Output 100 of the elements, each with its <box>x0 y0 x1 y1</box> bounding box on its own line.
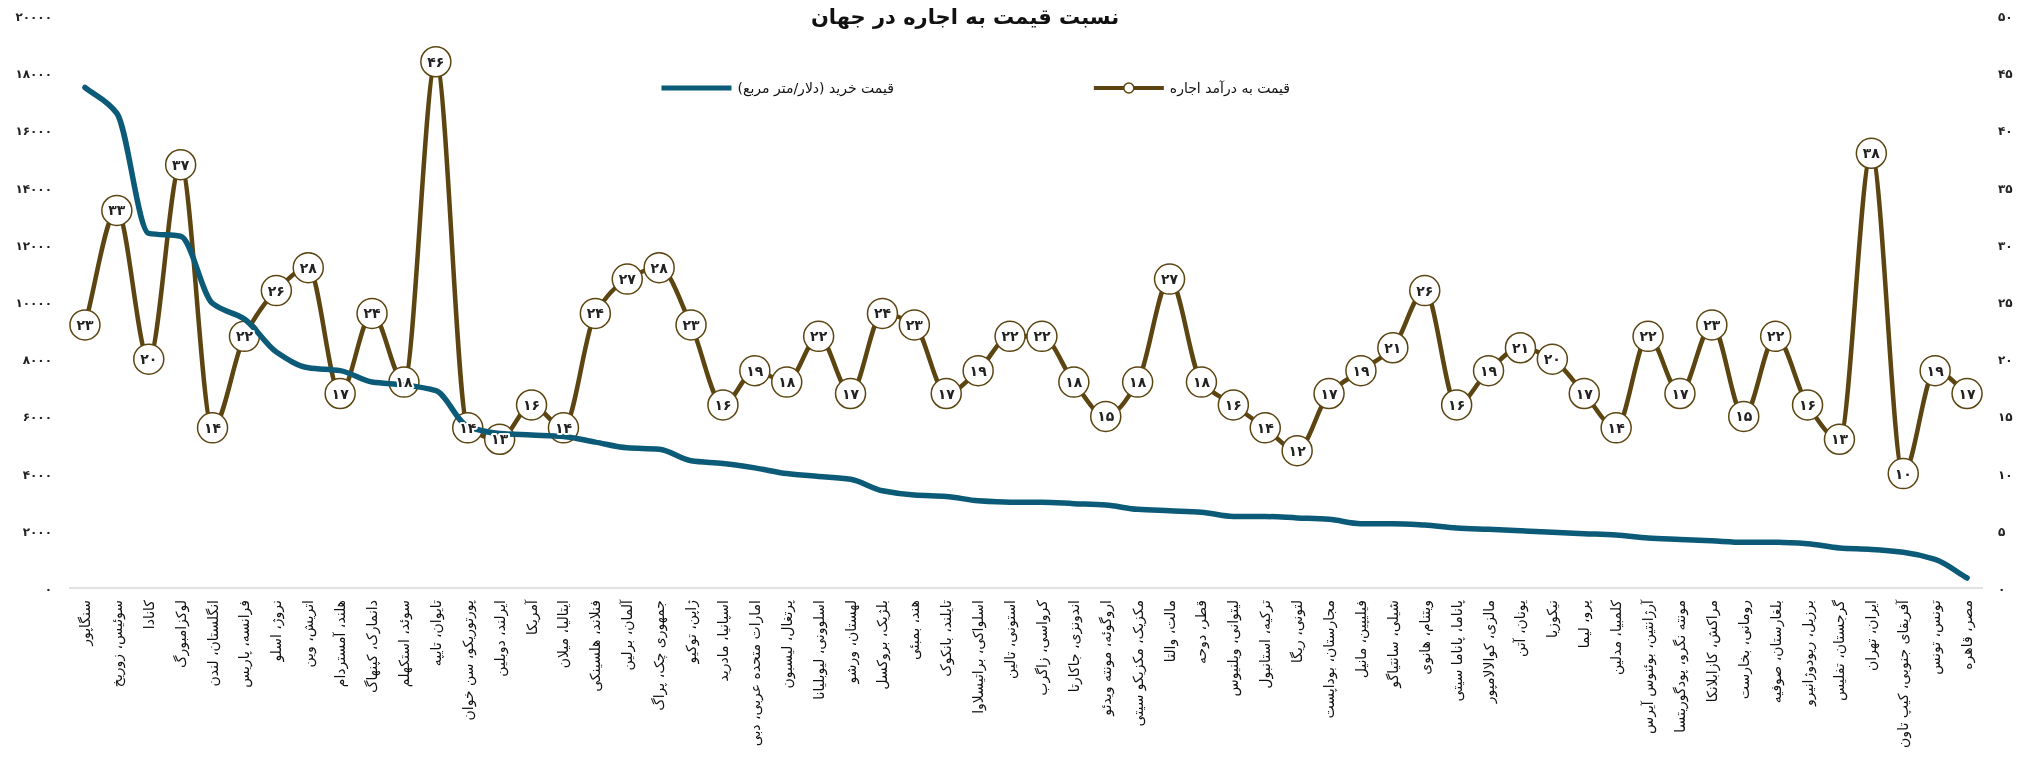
y-tick-label: ۱۰۰۰۰ <box>15 296 52 310</box>
x-tick-label: بلژیک، بروکسل <box>874 600 892 690</box>
y-tick-label: ۰ <box>44 582 52 596</box>
x-tick-label: ایتالیا، میلان <box>555 600 572 669</box>
data-label: ۱۷ <box>1671 385 1689 402</box>
y2-tick-label: ۳۰ <box>1998 238 2013 253</box>
x-tick-label: تایلند، بانکوک <box>938 599 956 677</box>
data-label: ۲۸ <box>299 259 318 276</box>
x-tick-label: لوکزامبورگ <box>171 600 190 669</box>
data-label: ۱۸ <box>1192 374 1211 391</box>
data-label: ۳۸ <box>1862 145 1881 162</box>
x-tick-label: لیتوانی، ویلنیوس <box>1225 600 1243 697</box>
x-tick-label: هلند، آمستردام <box>332 600 350 688</box>
x-tick-label: مالزی، کوالالامپور <box>1480 600 1498 705</box>
data-label: ۳۳ <box>108 202 126 219</box>
data-label: ۱۳ <box>491 431 509 448</box>
data-label: ۱۴ <box>1607 419 1626 436</box>
data-label: ۲۶ <box>1416 282 1434 299</box>
x-tick-label: یونان، آتن <box>1512 599 1530 657</box>
x-tick-label: کانادا <box>140 599 157 630</box>
data-label: ۲۱ <box>1511 339 1529 356</box>
x-tick-label: مراکش، کازابلانکا <box>1703 600 1721 703</box>
data-label: ۲۳ <box>682 316 701 333</box>
y2-tick-label: ۲۰ <box>1998 353 2013 368</box>
data-label: ۱۵ <box>1097 408 1115 425</box>
y2-tick-label: ۱۵ <box>1998 410 2013 425</box>
x-tick-label: جمهوری چک، پراگ <box>650 600 669 711</box>
data-label: ۲۳ <box>1703 316 1721 333</box>
x-tick-label: ترکیه، استانبول <box>1257 599 1275 689</box>
y-tick-label: ۲۰۰۰ <box>22 524 52 539</box>
x-tick-label: سوئد، استکهلم <box>395 600 413 688</box>
x-tick-label: فرانسه، پاریس <box>236 600 254 688</box>
x-tick-label: امارات متحده عربی، دبی <box>746 600 764 747</box>
x-tick-label: ایرلند، دوبلین <box>491 600 509 677</box>
data-label: ۱۲ <box>1288 442 1307 459</box>
y-tick-label: ۱۸۰۰۰ <box>15 67 52 82</box>
data-label: ۲۲ <box>1001 328 1020 345</box>
data-label: ۱۶ <box>714 396 732 413</box>
x-tick-label: مکزیک، مکزیکو سیتی <box>1129 600 1147 727</box>
x-tick-label: هند، بمبئی <box>906 600 923 661</box>
data-label: ۱۳ <box>1830 431 1849 448</box>
x-tick-label: مونته نگرو، پودگوریتسا <box>1671 600 1689 733</box>
data-label: ۱۷ <box>937 385 956 402</box>
chart-title: نسبت قیمت به اجاره در جهان <box>810 5 1120 29</box>
x-tick-label: شیلی، سانتیاگو <box>1384 600 1402 689</box>
x-tick-label: آلمان، برلین <box>619 598 637 671</box>
data-label: ۲۲ <box>235 328 254 345</box>
x-tick-label: آرژانتین، بوئنوس آیرس <box>1640 598 1658 734</box>
data-label: ۲۳ <box>905 316 924 333</box>
y-tick-label: ۱۶۰۰۰ <box>15 124 52 139</box>
x-tick-label: برزیل، ریودوژانیرو <box>1799 600 1817 707</box>
y2-tick-label: ۱۰ <box>1998 467 2013 482</box>
y-tick-label: ۱۴۰۰۰ <box>15 181 52 196</box>
x-tick-label: سوئیس، زوریخ <box>108 600 126 688</box>
y2-tick-label: ۴۰ <box>1998 124 2013 139</box>
x-tick-label: پاناما، پاناما سیتی <box>1448 599 1466 702</box>
data-label: ۱۶ <box>1448 396 1466 413</box>
y2-tick-label: ۵ <box>1998 524 2006 539</box>
data-label: ۱۸ <box>1065 374 1083 391</box>
x-tick-label: قطر، دوحه <box>1193 600 1211 665</box>
x-tick-label: ژاپن، توکیو <box>683 599 701 665</box>
data-label: ۲۲ <box>1767 328 1785 345</box>
x-tick-label: رومانی، بخارست <box>1735 600 1753 700</box>
data-label: ۱۰ <box>1894 465 1912 482</box>
x-tick-label: فنلاند، هلسینکی <box>587 600 604 692</box>
data-label: ۱۸ <box>778 374 796 391</box>
x-tick-label: استونی، تالین <box>1002 600 1020 679</box>
y-tick-label: ۴۰۰۰ <box>22 467 52 482</box>
x-tick-label: اروگوئه، مونته ویدئو <box>1097 600 1115 717</box>
data-label: ۲۰ <box>140 351 158 368</box>
legend-label: قیمت به درآمد اجاره <box>1169 80 1290 97</box>
x-tick-label: گرجستان، تفلیس <box>1831 599 1849 701</box>
data-label: ۱۶ <box>523 396 541 413</box>
data-label: ۲۸ <box>650 259 669 276</box>
x-tick-label: دانمارک، کپنهاگ <box>363 600 382 694</box>
x-tick-label: نیکوزیا <box>1544 600 1562 639</box>
data-label: ۱۷ <box>1320 385 1339 402</box>
x-tick-label: ایران، تهران <box>1863 600 1881 671</box>
y-tick-label: ۱۲۰۰۰ <box>15 238 52 253</box>
y2-tick-label: ۳۵ <box>1998 181 2013 196</box>
y-tick-label: ۲۰۰۰۰ <box>15 10 52 24</box>
data-label: ۱۷ <box>331 385 350 402</box>
data-label: ۱۶ <box>1799 396 1817 413</box>
x-tick-label: پرو، لیما <box>1576 599 1594 649</box>
data-label: ۲۲ <box>810 328 828 345</box>
x-tick-label: آفریقای جنوبی، کیپ تاون <box>1895 598 1913 748</box>
legend-label: قیمت خرید (دلار/متر مربع) <box>737 80 894 97</box>
data-label: ۲۲ <box>1033 328 1051 345</box>
data-label: ۱۴ <box>1256 419 1275 436</box>
x-tick-label: لهستان، ورشو <box>842 600 860 685</box>
x-tick-label: اتریش، وین <box>300 600 318 668</box>
data-label: ۲۲ <box>1639 328 1658 345</box>
data-label: ۲۶ <box>267 282 285 299</box>
data-label: ۲۳ <box>76 316 94 333</box>
x-tick-label: آمریکا <box>523 598 541 636</box>
x-tick-label: فیلیپین، مانیل <box>1352 600 1370 679</box>
data-label: ۲۴ <box>363 305 382 322</box>
data-label: ۲۴ <box>873 305 892 322</box>
data-label: ۱۹ <box>746 362 764 379</box>
x-tick-label: مالت، والتا <box>1161 600 1179 663</box>
